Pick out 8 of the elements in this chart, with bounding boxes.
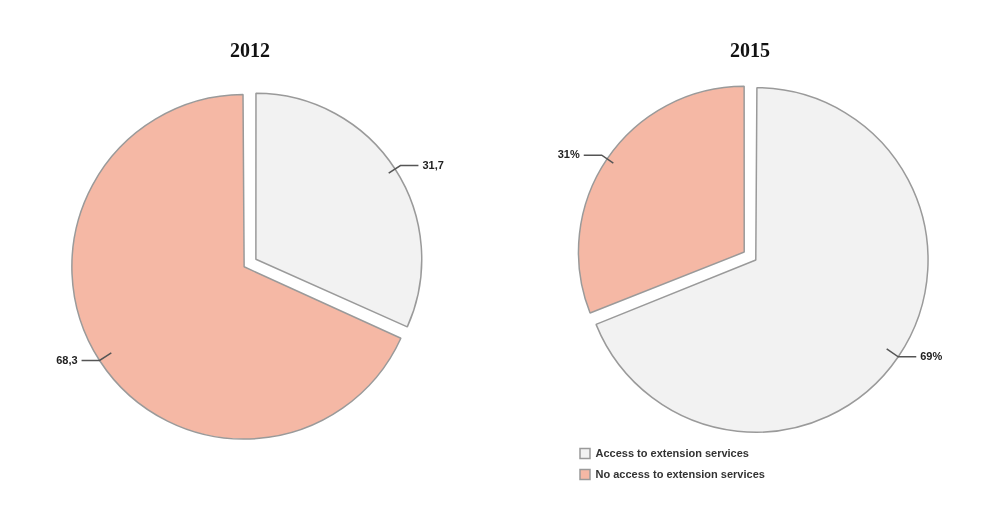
data-label: 31% (557, 148, 580, 161)
legend-label: No access to extension services (595, 467, 765, 480)
chart-title: 2015 (730, 39, 770, 62)
chart-title: 2012 (230, 39, 270, 62)
data-label: 69% (920, 349, 943, 362)
legend-label: Access to extension services (595, 446, 749, 459)
data-label: 68,3 (56, 353, 78, 366)
data-label: 31,7 (422, 158, 444, 171)
